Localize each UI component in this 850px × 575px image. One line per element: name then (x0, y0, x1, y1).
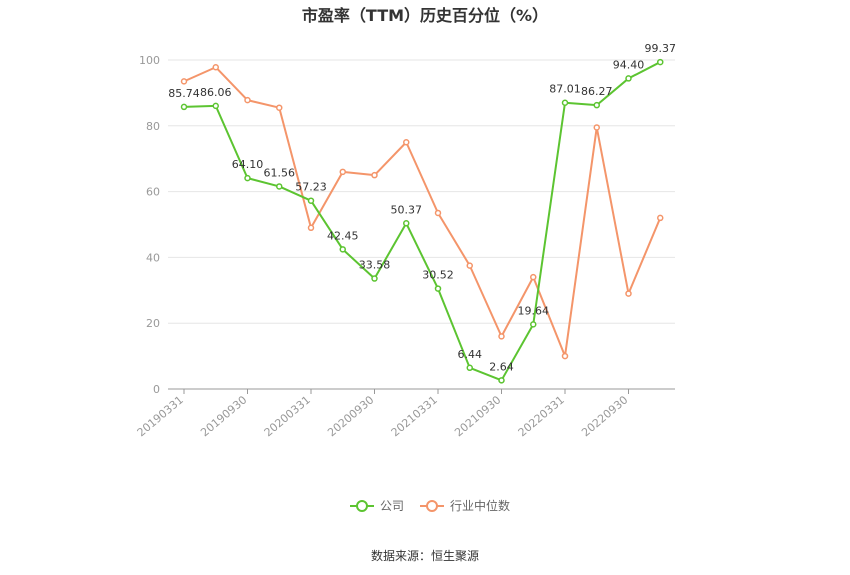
y-tick-label: 100 (139, 54, 160, 67)
data-label: 19.64 (518, 304, 550, 317)
data-point (180, 103, 188, 111)
data-label: 57.23 (295, 181, 327, 194)
data-point (625, 75, 632, 82)
data-label: 64.10 (232, 158, 264, 171)
chart-title: 市盈率（TTM）历史百分位（%） (302, 6, 548, 25)
legend: 公司 行业中位数 (350, 498, 510, 513)
data-label: 86.27 (581, 85, 613, 98)
data-label: 87.01 (549, 83, 581, 96)
data-point (244, 96, 251, 104)
x-tick-label: 20190930 (198, 393, 249, 439)
data-point (276, 183, 283, 190)
series-group (180, 58, 664, 384)
data-point (244, 174, 251, 182)
legend-marker (356, 500, 368, 512)
data-label: 30.52 (422, 269, 454, 282)
data-point (434, 209, 442, 217)
data-label: 85.74 (168, 87, 200, 100)
series-line-0 (183, 61, 661, 382)
data-label: 61.56 (264, 166, 296, 179)
x-tick-label: 20210331 (389, 393, 440, 439)
data-point (466, 364, 473, 372)
data-label: 99.37 (645, 42, 677, 55)
x-tick-label: 20210930 (452, 393, 503, 439)
y-tick-label: 40 (146, 251, 160, 264)
data-point (498, 333, 505, 340)
data-point (593, 101, 600, 109)
data-point (307, 197, 315, 204)
data-point (530, 273, 537, 281)
data-point (339, 168, 346, 176)
x-tick-label: 20200331 (262, 393, 313, 439)
data-label: 42.45 (327, 229, 359, 242)
data-point (657, 214, 664, 222)
data-point (212, 102, 219, 110)
legend-label: 公司 (380, 499, 404, 513)
series-line-1 (183, 66, 662, 358)
data-point (371, 275, 378, 282)
y-tick-label: 80 (146, 120, 160, 133)
data-point (593, 124, 600, 131)
x-tick-label: 20190331 (135, 393, 186, 439)
y-tick-label: 20 (146, 317, 160, 330)
data-point (403, 220, 410, 227)
data-point (339, 246, 346, 253)
data-point (180, 78, 188, 85)
data-point (276, 104, 283, 111)
data-label: 33.58 (359, 259, 391, 272)
data-label: 2.64 (489, 360, 514, 373)
x-tick-label: 20220930 (579, 393, 630, 439)
data-point (561, 352, 569, 360)
y-tick-label: 0 (153, 383, 160, 396)
data-point (403, 139, 410, 146)
data-point (371, 171, 378, 179)
legend-marker (426, 500, 438, 512)
data-label: 94.40 (613, 58, 645, 71)
legend-label: 行业中位数 (450, 498, 510, 513)
y-tick-label: 60 (146, 186, 160, 199)
data-point (657, 58, 664, 66)
data-point (498, 377, 505, 384)
data-label: 86.06 (200, 86, 232, 99)
axes: 0 20 40 60 80 100 20190331 20190930 20200331 2020… (135, 54, 675, 439)
x-tick-label: 20220331 (516, 393, 567, 439)
source-text: 数据来源：恒生聚源 (371, 548, 479, 563)
data-point (530, 321, 537, 328)
data-point (466, 262, 473, 269)
x-tick-label: 20200930 (325, 393, 376, 439)
data-label: 6.44 (458, 348, 483, 361)
data-point (212, 63, 219, 71)
grid-lines (168, 59, 675, 324)
data-point (434, 285, 442, 292)
data-label: 50.37 (391, 203, 423, 216)
data-point (625, 290, 632, 297)
data-point (307, 224, 315, 232)
data-point (561, 99, 569, 106)
